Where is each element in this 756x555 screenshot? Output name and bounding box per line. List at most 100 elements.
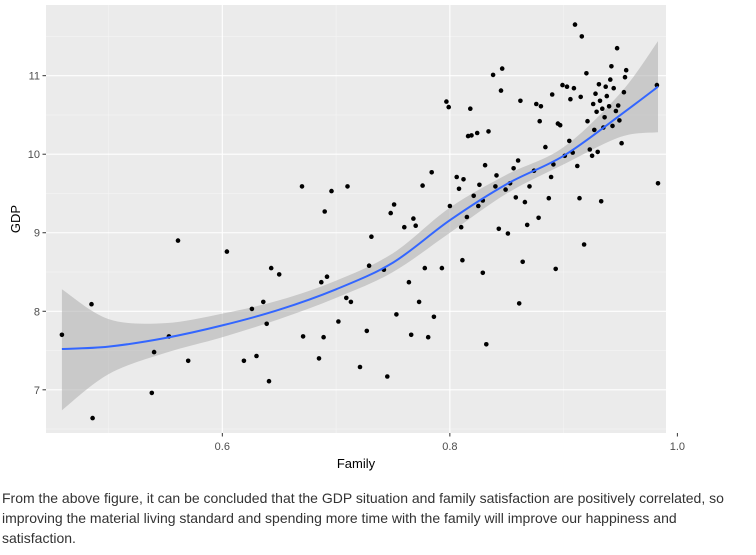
x-axis-ticks: 0.6 0.8 1.0 (215, 433, 685, 453)
data-point (493, 184, 498, 189)
data-point (603, 84, 608, 89)
data-point (402, 224, 407, 230)
data-point (299, 184, 305, 189)
data-point (254, 353, 259, 359)
data-point (600, 106, 605, 111)
y-tick-label: 10 (28, 149, 40, 161)
data-point (522, 199, 528, 205)
data-point (366, 263, 372, 269)
data-point (538, 104, 544, 109)
data-points (59, 22, 661, 421)
data-point (369, 234, 374, 239)
data-point (422, 265, 428, 271)
data-point (416, 299, 422, 305)
data-point (610, 123, 615, 129)
data-point (385, 374, 390, 379)
data-point (549, 92, 555, 97)
data-point (394, 312, 399, 317)
data-point (572, 22, 578, 27)
data-point (454, 174, 460, 180)
y-tick-label: 9 (34, 228, 40, 240)
data-point (578, 94, 583, 100)
data-point (224, 249, 230, 254)
data-point (494, 173, 499, 178)
data-point (266, 378, 272, 384)
data-point (594, 109, 599, 115)
data-point (431, 314, 437, 320)
y-tick-label: 7 (34, 385, 40, 397)
data-point (276, 272, 282, 277)
data-point (548, 174, 554, 180)
data-point (300, 334, 306, 339)
data-point (474, 130, 480, 136)
data-point (268, 265, 274, 271)
data-point (571, 85, 577, 91)
data-point (579, 34, 585, 39)
x-tick-label: 0.6 (215, 441, 230, 453)
data-point (505, 231, 511, 236)
data-point (482, 162, 488, 168)
data-point (553, 266, 558, 272)
x-tick-label: 1.0 (670, 441, 685, 453)
data-point (480, 270, 486, 276)
data-point (344, 295, 349, 301)
data-point (567, 138, 572, 144)
data-point (609, 64, 614, 69)
data-point (503, 187, 508, 192)
data-point (464, 214, 470, 220)
data-point (654, 82, 660, 88)
data-point (518, 98, 523, 104)
data-point (593, 91, 598, 96)
data-point (557, 122, 563, 128)
y-tick-label: 11 (29, 71, 40, 83)
data-point (551, 162, 556, 167)
data-point (490, 72, 496, 78)
data-point (598, 199, 604, 204)
data-point (564, 84, 570, 89)
scatter-chart: 7 8 9 10 11 0.6 0.8 1.0 Family GDP (8, 5, 685, 471)
x-tick-label: 0.8 (442, 441, 457, 453)
data-point (602, 115, 607, 120)
grid-major (46, 5, 678, 433)
data-point (151, 349, 157, 355)
data-point (608, 77, 613, 82)
data-point (408, 332, 414, 338)
data-point (498, 88, 504, 93)
data-point (264, 321, 270, 327)
data-point (568, 96, 573, 102)
data-point (615, 103, 621, 108)
data-point (515, 158, 521, 163)
data-point (621, 89, 627, 95)
data-point (149, 390, 155, 396)
data-point (329, 188, 334, 194)
data-point (439, 265, 445, 271)
data-point (511, 166, 516, 171)
data-point (59, 332, 65, 338)
data-point (496, 226, 502, 232)
data-point (595, 149, 600, 155)
data-point (420, 183, 425, 188)
data-point (592, 127, 597, 133)
data-point (513, 195, 519, 200)
data-point (584, 71, 589, 76)
data-point (484, 342, 489, 347)
data-point (617, 118, 622, 123)
data-point (460, 257, 465, 263)
y-axis-title: GDP (8, 205, 23, 233)
data-point (619, 140, 624, 146)
data-point (411, 216, 416, 221)
figure-caption: From the above figure, it can be conclud… (2, 490, 724, 546)
data-point (468, 106, 473, 111)
data-point (461, 177, 466, 182)
data-point (614, 45, 620, 51)
data-point (357, 364, 363, 370)
data-point (577, 195, 582, 201)
data-point (527, 184, 532, 189)
data-point (348, 299, 354, 305)
data-point (185, 358, 191, 364)
data-point (336, 319, 341, 324)
data-point (596, 82, 602, 87)
data-point (345, 184, 350, 189)
data-point (590, 101, 596, 107)
plot-panel (46, 5, 666, 433)
